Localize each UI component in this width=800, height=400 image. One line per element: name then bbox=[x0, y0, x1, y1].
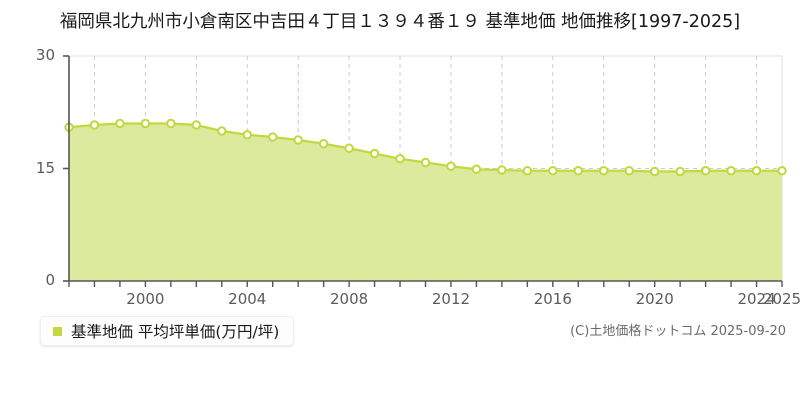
x-tick-label: 2025 bbox=[762, 290, 800, 308]
y-tick-label: 0 bbox=[45, 271, 55, 289]
copyright-text: (C)土地価格ドットコム 2025-09-20 bbox=[570, 324, 786, 339]
chart-legend[interactable]: 基準地価 平均坪単価(万円/坪) bbox=[40, 316, 295, 346]
page-title: 福岡県北九州市小倉南区中吉田４丁目１３９４番１９ 基準地価 地価推移[1997-… bbox=[59, 12, 741, 32]
x-tick-label: 2020 bbox=[635, 290, 674, 308]
y-tick-label: 30 bbox=[35, 46, 55, 64]
legend-label: 基準地価 平均坪単価(万円/坪) bbox=[71, 323, 280, 341]
y-tick-label: 15 bbox=[35, 158, 55, 177]
x-tick-label: 2024 bbox=[737, 290, 776, 308]
x-tick-label: 2004 bbox=[228, 290, 267, 308]
x-tick-label: 2016 bbox=[533, 290, 572, 308]
x-tick-label: 2012 bbox=[431, 290, 471, 308]
legend-swatch-icon bbox=[53, 326, 62, 336]
x-tick-label: 2000 bbox=[126, 290, 165, 308]
x-tick-label: 2008 bbox=[330, 290, 369, 308]
